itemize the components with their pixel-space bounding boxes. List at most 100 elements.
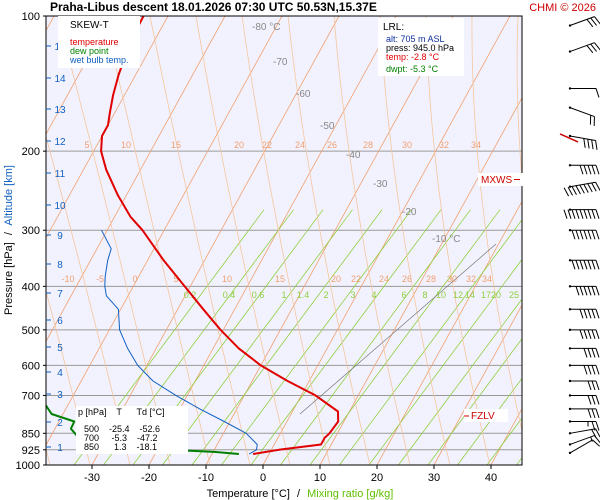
dry-adiabat	[149, 16, 251, 465]
y-axis-title-p: Pressure [hPa]	[3, 242, 15, 315]
isotherm-label: -70	[273, 57, 288, 68]
y-tick-label: 700	[22, 390, 40, 402]
mixing-label: 6	[401, 290, 406, 300]
mixing-label: 0.4	[223, 290, 236, 300]
y-tick-label: 200	[22, 146, 40, 158]
dry-adiabat	[287, 16, 371, 465]
wind-barb	[568, 394, 600, 405]
isotherm-line	[148, 16, 397, 465]
lrl-press: press: 945.0 hPa	[386, 43, 454, 53]
theta-label-upper: 32	[439, 140, 449, 150]
isotherm-line	[46, 16, 283, 446]
mxws-label: MXWS	[481, 175, 512, 186]
x-axis-title-temp: Temperature [°C]	[207, 488, 290, 500]
fzlv-marker: FZLV	[464, 409, 508, 422]
wind-barb	[568, 439, 600, 455]
mixing-line	[457, 377, 522, 465]
wind-barb	[568, 407, 600, 419]
mixing-line	[427, 338, 522, 465]
wind-barb	[568, 435, 600, 446]
axes: 1002003004005006007008509251000123456789…	[16, 11, 498, 484]
wind-barb	[568, 259, 600, 270]
isotherm-line	[46, 16, 226, 343]
lrl-box: LRL: alt: 705 m ASL press: 945.0 hPa tem…	[378, 18, 464, 76]
isotherm-label: -60	[296, 89, 311, 100]
wind-barb	[568, 364, 600, 375]
series-wet-bulb-temp	[101, 229, 258, 455]
theta-label-lower: 0	[132, 274, 137, 284]
wind-barb	[568, 164, 600, 175]
mixing-label: 1.4	[297, 290, 310, 300]
theta-label-lower: -5	[96, 274, 104, 284]
theta-label-upper: 15	[171, 140, 181, 150]
y-tick-label: 1000	[16, 460, 40, 472]
theta-label-lower: 32	[466, 274, 476, 284]
legend-dewpoint: dew point	[70, 46, 109, 56]
y-tick-label: 500	[22, 325, 40, 337]
mixing-label: 8	[422, 290, 427, 300]
fzlv-label: FZLV	[471, 411, 495, 422]
mixing-label: 12	[453, 290, 463, 300]
isotherm-line	[376, 200, 522, 465]
theta-label-lower: 30	[447, 274, 457, 284]
y-tick-label: 925	[22, 445, 40, 457]
x-axis-title: Temperature [°C] / Mixing ratio [g/kg]	[207, 488, 394, 500]
x-tick-label: 20	[371, 472, 383, 484]
mixing-line	[280, 209, 471, 465]
legend-title: SKEW-T	[70, 20, 109, 31]
series-temperature	[100, 16, 340, 455]
dry-adiabat	[103, 16, 211, 465]
y-axis-title-alt: Altitude [km]	[3, 165, 15, 226]
altitude-label: 4	[57, 368, 63, 379]
wind-barb	[568, 106, 595, 127]
mixing-line	[221, 209, 412, 465]
wind-barb	[568, 347, 600, 358]
isotherm-line	[319, 96, 522, 465]
table-row-700: 700 -5.3 -47.2	[84, 433, 158, 443]
y-tick-label: 600	[22, 360, 40, 372]
lcl-parcel-line	[299, 243, 497, 415]
isotherm-label: -80 °C	[252, 22, 280, 33]
theta-label-lower: 20	[331, 274, 341, 284]
wind-barb	[568, 379, 600, 391]
y-tick-label: 100	[22, 11, 40, 23]
level-table: p [hPa] T Td [°C] 500 -25.4 -52.6 700 -5…	[76, 406, 188, 454]
mixing-label: 0.2	[184, 290, 197, 300]
wind-barb	[568, 229, 600, 240]
mixing-label: 20	[491, 290, 501, 300]
theta-label-lower: 34	[482, 274, 492, 284]
x-tick-label: 30	[428, 472, 440, 484]
mixing-label: 17	[481, 290, 491, 300]
mixing-line	[486, 417, 522, 465]
isotherm-line	[433, 304, 522, 465]
altitude-label: 5	[57, 343, 63, 354]
mixing-line	[250, 209, 442, 465]
mxws-marker: MXWS	[478, 173, 524, 186]
max-wind-highlight	[559, 133, 579, 143]
dry-adiabat	[46, 289, 91, 465]
mixing-label: 1	[281, 290, 286, 300]
y-axis-title: Pressure [hPa] / Altitude [km]	[3, 165, 15, 315]
mixing-label: 14	[465, 290, 475, 300]
table-header: p [hPa] T Td [°C]	[78, 407, 165, 417]
plot-area	[46, 16, 522, 465]
theta-label-upper: 5	[84, 140, 89, 150]
theta-label-lower: 28	[426, 274, 436, 284]
altitude-label: 10	[54, 201, 66, 212]
wind-barb	[568, 328, 600, 339]
altitude-label: 7	[57, 289, 63, 300]
mixing-line	[191, 209, 383, 465]
legend-temperature: temperature	[70, 37, 119, 47]
y-tick-label: 850	[22, 428, 40, 440]
lrl-title: LRL:	[383, 22, 404, 33]
x-tick-label: 40	[485, 472, 497, 484]
altitude-label: 6	[57, 316, 63, 327]
dry-adiabat	[57, 16, 171, 465]
x-tick-label: -20	[141, 472, 157, 484]
chart-title: Praha-Libus descent 18.01.2026 07:30 UTC…	[50, 0, 377, 14]
mixing-label: 3	[350, 290, 355, 300]
y-axis-title-sep: /	[3, 231, 15, 235]
theta-label-lower: 5	[173, 274, 178, 284]
mixing-label: 2	[323, 290, 328, 300]
